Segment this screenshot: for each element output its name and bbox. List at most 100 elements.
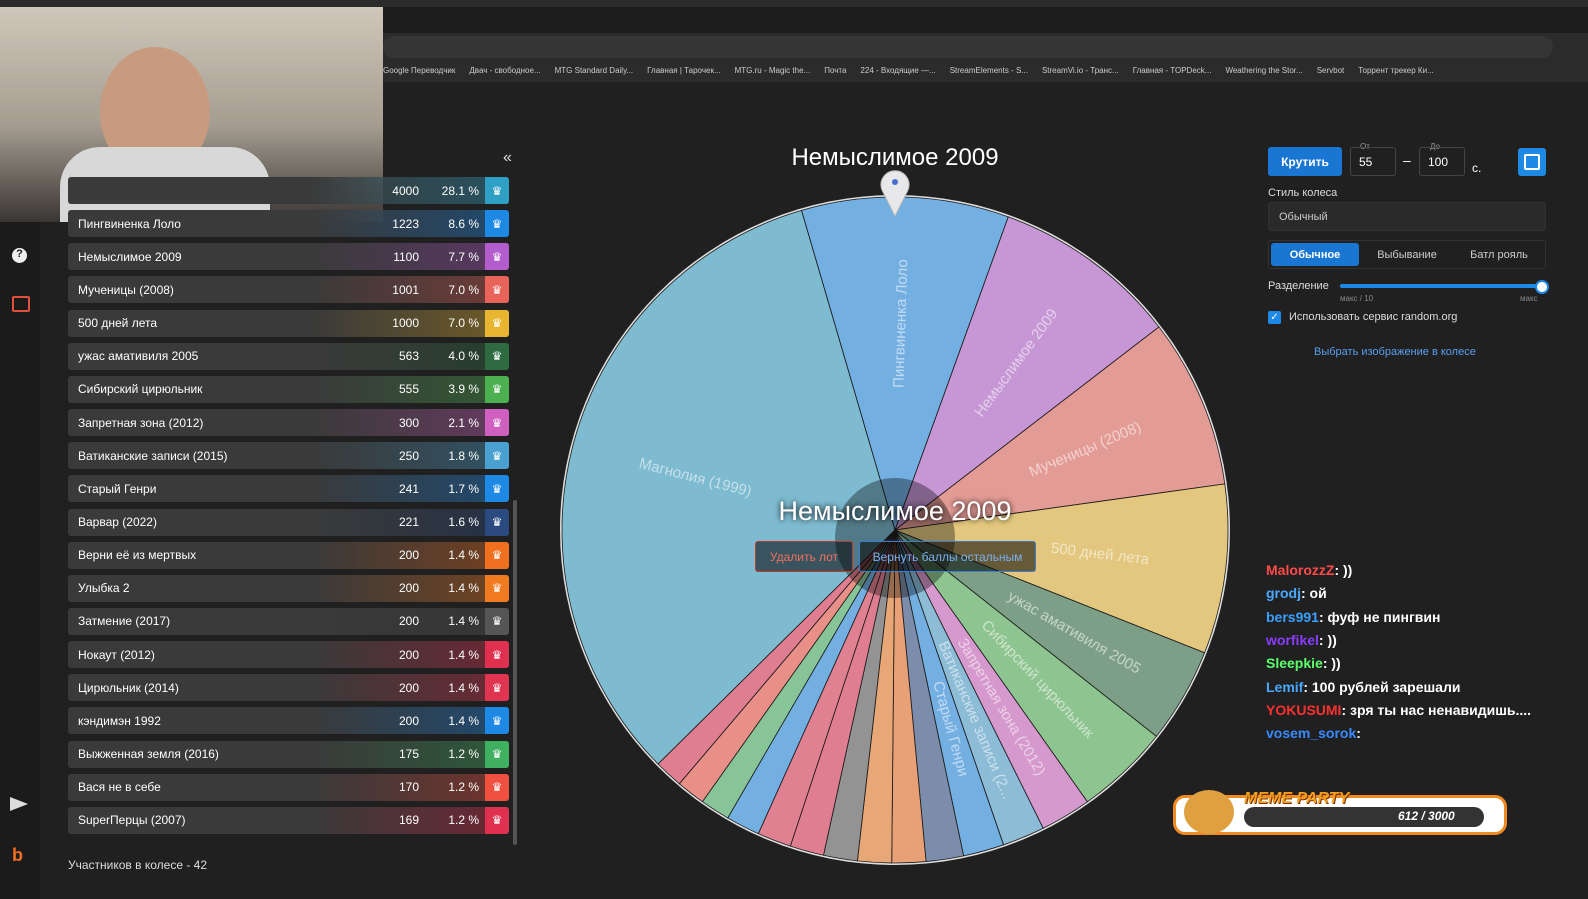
lot-row[interactable]: Выжженная земля (2016) 175 1.2 % ♛ bbox=[68, 740, 509, 768]
split-slider[interactable] bbox=[1340, 284, 1540, 288]
bookmark[interactable]: Двач - свободное... bbox=[469, 65, 541, 75]
lot-icon[interactable]: ♛ bbox=[485, 508, 509, 536]
lot-icon[interactable]: ♛ bbox=[485, 607, 509, 635]
collapse-button[interactable]: « bbox=[503, 149, 512, 166]
lot-icon[interactable]: ♛ bbox=[485, 641, 509, 669]
lot-row[interactable]: Старый Генри 241 1.7 % ♛ bbox=[68, 475, 509, 503]
bookmark[interactable]: StreamVi.io - Транс... bbox=[1041, 65, 1119, 75]
wheel-title: Немыслимое 2009 bbox=[791, 144, 999, 171]
logout-icon[interactable] bbox=[12, 296, 30, 312]
dice-icon bbox=[1524, 154, 1540, 170]
lot-row[interactable]: ужас амативиля 2005 563 4.0 % ♛ bbox=[68, 342, 509, 370]
lot-icon[interactable]: ♛ bbox=[485, 541, 509, 569]
lot-row[interactable]: Верни её из мертвых 200 1.4 % ♛ bbox=[68, 541, 509, 569]
lot-percent: 1.2 % bbox=[448, 813, 479, 828]
random-org-checkbox[interactable]: ✓ bbox=[1268, 311, 1281, 324]
random-button[interactable] bbox=[1518, 148, 1546, 176]
meme-party-widget: MEME PARTY 612 / 3000 bbox=[1173, 790, 1507, 835]
image-link[interactable]: Выбрать изображение в колесе bbox=[1314, 346, 1476, 358]
chat-message: Sleepkie: )) bbox=[1266, 652, 1566, 675]
lot-icon[interactable]: ♛ bbox=[485, 276, 509, 304]
lot-row[interactable]: SuperПерцы (2007) 169 1.2 % ♛ bbox=[68, 806, 509, 834]
to-input[interactable]: 100 bbox=[1419, 147, 1465, 176]
scrollbar[interactable] bbox=[513, 500, 517, 845]
delete-lot-button[interactable]: Удалить лот bbox=[755, 541, 853, 572]
lot-icon[interactable]: ♛ bbox=[485, 806, 509, 834]
chat-message: YOKUSUMI: зря ты нас ненавидишь.... bbox=[1266, 699, 1566, 722]
from-label: От bbox=[1360, 142, 1370, 151]
lot-name: кэндимэн 1992 bbox=[78, 713, 161, 728]
lot-name: Запретная зона (2012) bbox=[78, 415, 204, 430]
lot-points: 200 bbox=[398, 581, 419, 596]
chat-message: MalorozzZ: )) bbox=[1266, 559, 1566, 582]
lot-icon[interactable]: ♛ bbox=[485, 342, 509, 370]
return-points-button[interactable]: Вернуть баллы остальным bbox=[859, 541, 1036, 572]
lot-row[interactable]: Улыбка 2 200 1.4 % ♛ bbox=[68, 574, 509, 602]
lot-row[interactable]: Сибирский цирюльник 555 3.9 % ♛ bbox=[68, 375, 509, 403]
bookmark[interactable]: Главная | Тарочек... bbox=[647, 65, 721, 75]
lot-icon[interactable]: ♛ bbox=[485, 773, 509, 801]
lot-icon[interactable]: ♛ bbox=[485, 177, 509, 204]
lot-row[interactable]: Ватиканские записи (2015) 250 1.8 % ♛ bbox=[68, 442, 509, 470]
lot-row[interactable]: 500 дней лета 1000 7.0 % ♛ bbox=[68, 309, 509, 337]
lot-row[interactable]: Затмение (2017) 200 1.4 % ♛ bbox=[68, 607, 509, 635]
lot-row[interactable]: 4000 28.1 % ♛ bbox=[68, 177, 509, 204]
mode-tab[interactable]: Батл рояль bbox=[1470, 248, 1528, 261]
slider-thumb[interactable] bbox=[1535, 280, 1549, 294]
lot-icon[interactable]: ♛ bbox=[485, 243, 509, 271]
lot-row[interactable]: кэндимэн 1992 200 1.4 % ♛ bbox=[68, 707, 509, 735]
lot-points: 200 bbox=[398, 680, 419, 695]
lot-icon[interactable]: ♛ bbox=[485, 309, 509, 337]
lot-icon[interactable]: ♛ bbox=[485, 442, 509, 470]
lot-row[interactable]: Немыслимое 2009 1100 7.7 % ♛ bbox=[68, 243, 509, 271]
lot-row[interactable]: Запретная зона (2012) 300 2.1 % ♛ bbox=[68, 409, 509, 437]
lot-icon[interactable]: ♛ bbox=[485, 674, 509, 702]
mode-tab[interactable]: Выбывание bbox=[1377, 248, 1437, 261]
mode-tab[interactable]: Обычное bbox=[1271, 243, 1359, 266]
lot-percent: 1.8 % bbox=[448, 448, 479, 463]
help-icon[interactable]: ? bbox=[12, 248, 27, 263]
lot-row[interactable]: Пингвиненка Лоло 1223 8.6 % ♛ bbox=[68, 210, 509, 238]
bookmark[interactable]: StreamElements - S... bbox=[949, 65, 1028, 75]
lot-icon[interactable]: ♛ bbox=[485, 210, 509, 238]
lot-points: 563 bbox=[398, 349, 419, 364]
bookmark[interactable]: Google Переводчик bbox=[383, 65, 456, 75]
bookmark[interactable]: Торрент трекер Ки... bbox=[1358, 65, 1434, 75]
lot-row[interactable]: Вася не в себе 170 1.2 % ♛ bbox=[68, 773, 509, 801]
lot-points: 555 bbox=[398, 382, 419, 397]
bookmark[interactable]: 224 - Входящие —... bbox=[860, 65, 936, 75]
lot-percent: 7.7 % bbox=[448, 249, 479, 264]
chat-user: vosem_sorok bbox=[1266, 725, 1357, 742]
bookmark[interactable]: MTG.ru - Magic the... bbox=[734, 65, 811, 75]
from-input[interactable]: 55 bbox=[1350, 147, 1396, 176]
telegram-icon[interactable] bbox=[10, 797, 28, 811]
lot-name: Нокаут (2012) bbox=[78, 647, 155, 662]
lot-name: Старый Генри bbox=[78, 481, 157, 496]
lot-icon[interactable]: ♛ bbox=[485, 475, 509, 503]
lot-percent: 28.1 % bbox=[441, 183, 479, 198]
brand-icon[interactable]: b bbox=[12, 845, 23, 865]
lot-icon[interactable]: ♛ bbox=[485, 409, 509, 437]
lot-row[interactable]: Варвар (2022) 221 1.6 % ♛ bbox=[68, 508, 509, 536]
spin-button[interactable]: Крутить bbox=[1268, 147, 1342, 176]
lot-name: Немыслимое 2009 bbox=[78, 249, 182, 264]
chat-message: grodj: ой bbox=[1266, 582, 1566, 605]
lot-icon[interactable]: ♛ bbox=[485, 375, 509, 403]
bookmark[interactable]: MTG Standard Daily... bbox=[554, 65, 634, 75]
bookmark[interactable]: Почта bbox=[824, 65, 847, 75]
seconds-unit: с. bbox=[1472, 161, 1482, 175]
lot-row[interactable]: Нокаут (2012) 200 1.4 % ♛ bbox=[68, 641, 509, 669]
bookmark[interactable]: Servbot bbox=[1316, 65, 1345, 75]
lot-icon[interactable]: ♛ bbox=[485, 740, 509, 768]
style-select[interactable]: Обычный bbox=[1268, 202, 1546, 231]
lot-icon[interactable]: ♛ bbox=[485, 574, 509, 602]
bookmark[interactable]: Weathering the Stor... bbox=[1225, 65, 1303, 75]
lot-row[interactable]: Мученицы (2008) 1001 7.0 % ♛ bbox=[68, 276, 509, 304]
address-bar[interactable] bbox=[383, 36, 1553, 58]
wheel[interactable]: Магнолия (1999)Пингвиненка Лоло Немыслимо… bbox=[555, 190, 1235, 870]
lot-row[interactable]: Цирюльник (2014) 200 1.4 % ♛ bbox=[68, 674, 509, 702]
bookmark[interactable]: Главная - TOPDeck... bbox=[1132, 65, 1212, 75]
lot-name: Верни её из мертвых bbox=[78, 548, 197, 563]
lot-icon[interactable]: ♛ bbox=[485, 707, 509, 735]
